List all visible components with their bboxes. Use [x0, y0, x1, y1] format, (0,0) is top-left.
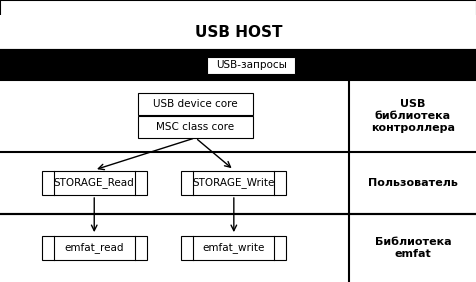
Bar	[0, 15, 476, 50]
Text: MSC class core: MSC class core	[156, 122, 234, 132]
Text: STORAGE_Read: STORAGE_Read	[54, 178, 134, 188]
Text: USB HOST: USB HOST	[194, 25, 282, 40]
Text: emfat_read: emfat_read	[64, 243, 124, 254]
Bar	[138, 116, 252, 138]
Text: USB-запросы: USB-запросы	[215, 60, 286, 70]
Bar	[41, 171, 147, 195]
Bar	[181, 236, 286, 260]
Bar	[0, 50, 476, 80]
Bar	[181, 171, 286, 195]
Bar	[138, 93, 252, 115]
Text: USB device core: USB device core	[153, 99, 237, 109]
Bar	[0, 214, 476, 282]
Bar	[0, 80, 476, 152]
Text: Пользователь: Пользователь	[367, 178, 457, 188]
Bar	[207, 56, 295, 74]
Text: Библиотека
emfat: Библиотека emfat	[374, 237, 450, 259]
Text: STORAGE_Write: STORAGE_Write	[192, 178, 275, 188]
Bar	[0, 152, 476, 214]
Text: USB
библиотека
контроллера: USB библиотека контроллера	[370, 99, 454, 133]
Bar	[41, 236, 147, 260]
Text: emfat_write: emfat_write	[202, 243, 265, 254]
